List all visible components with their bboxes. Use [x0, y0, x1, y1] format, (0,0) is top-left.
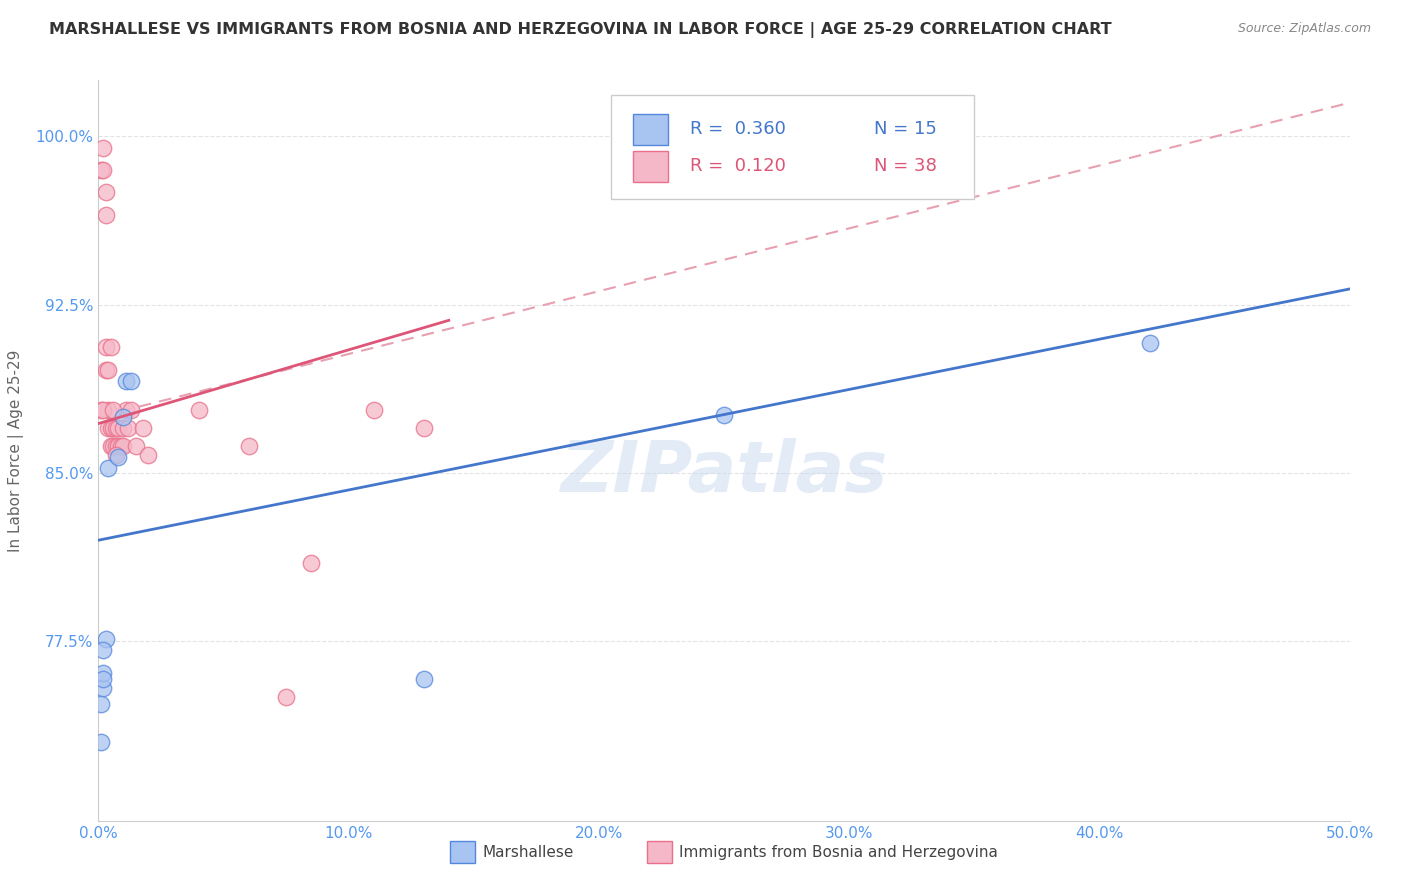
- Point: [94, 208, 117, 222]
- Point: [93, 140, 115, 154]
- Point: [412, 673, 434, 687]
- Point: [94, 340, 117, 354]
- Point: [1139, 335, 1161, 350]
- Text: R =  0.120: R = 0.120: [690, 157, 786, 175]
- Text: Immigrants from Bosnia and Herzegovina: Immigrants from Bosnia and Herzegovina: [679, 845, 998, 860]
- Point: [299, 556, 322, 570]
- Text: Source: ZipAtlas.com: Source: ZipAtlas.com: [1237, 22, 1371, 36]
- Point: [112, 439, 135, 453]
- Point: [93, 681, 115, 696]
- Point: [104, 448, 127, 462]
- Point: [97, 461, 120, 475]
- Point: [94, 186, 117, 200]
- Point: [117, 421, 139, 435]
- Point: [115, 403, 138, 417]
- Point: [103, 421, 125, 435]
- Point: [110, 439, 132, 453]
- Point: [132, 421, 155, 435]
- Point: [97, 362, 120, 376]
- FancyBboxPatch shape: [612, 95, 974, 199]
- Point: [120, 403, 142, 417]
- Point: [107, 450, 129, 465]
- Point: [713, 408, 735, 422]
- Point: [187, 403, 209, 417]
- Point: [100, 439, 122, 453]
- Point: [103, 403, 125, 417]
- Point: [93, 665, 115, 680]
- Text: N = 38: N = 38: [875, 157, 938, 175]
- Point: [112, 421, 135, 435]
- Point: [97, 421, 120, 435]
- Point: [112, 409, 135, 424]
- Point: [93, 403, 115, 417]
- Point: [238, 439, 260, 453]
- Point: [363, 403, 385, 417]
- Point: [115, 374, 138, 388]
- Bar: [633, 151, 668, 182]
- Point: [93, 163, 115, 178]
- Point: [412, 421, 434, 435]
- Point: [100, 340, 122, 354]
- Text: R =  0.360: R = 0.360: [690, 120, 786, 138]
- Point: [107, 439, 129, 453]
- Point: [94, 362, 117, 376]
- Point: [93, 673, 115, 687]
- Point: [90, 697, 112, 711]
- Point: [138, 448, 160, 462]
- Point: [104, 439, 127, 453]
- Point: [97, 403, 120, 417]
- Point: [107, 421, 129, 435]
- Point: [90, 735, 112, 749]
- Y-axis label: In Labor Force | Age 25-29: In Labor Force | Age 25-29: [8, 350, 24, 551]
- Text: ZIPatlas: ZIPatlas: [561, 438, 887, 508]
- Point: [90, 163, 112, 178]
- Point: [103, 439, 125, 453]
- Text: MARSHALLESE VS IMMIGRANTS FROM BOSNIA AND HERZEGOVINA IN LABOR FORCE | AGE 25-29: MARSHALLESE VS IMMIGRANTS FROM BOSNIA AN…: [49, 22, 1112, 38]
- Point: [93, 643, 115, 657]
- Point: [274, 690, 298, 705]
- Bar: [633, 113, 668, 145]
- Point: [125, 439, 148, 453]
- Point: [100, 421, 122, 435]
- Point: [104, 421, 127, 435]
- Text: Marshallese: Marshallese: [482, 845, 574, 860]
- Point: [120, 374, 142, 388]
- Text: N = 15: N = 15: [875, 120, 938, 138]
- Point: [94, 632, 117, 646]
- Point: [90, 403, 112, 417]
